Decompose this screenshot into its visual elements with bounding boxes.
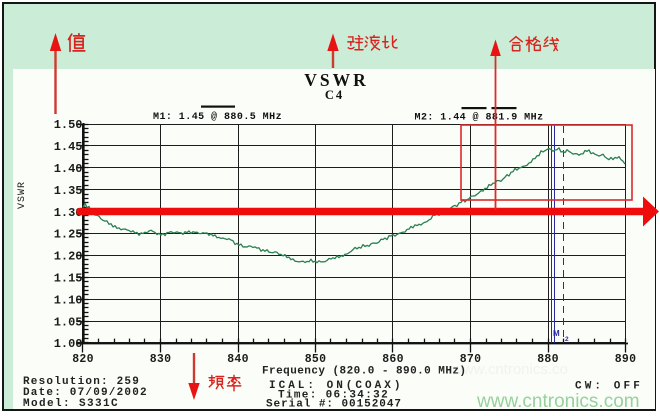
svg-text:820: 820 (72, 353, 94, 366)
svg-text:C4: C4 (325, 88, 344, 102)
svg-text:1.20: 1.20 (54, 250, 83, 264)
svg-text:1.05: 1.05 (54, 315, 83, 329)
svg-text:M: M (553, 329, 560, 338)
svg-text:890: 890 (615, 353, 637, 366)
svg-text:1.10: 1.10 (54, 293, 83, 307)
svg-text:VSWR: VSWR (17, 181, 28, 209)
svg-text:Date: 07/09/2002: Date: 07/09/2002 (23, 387, 148, 399)
svg-text:M1: 1.45 @ 880.5 MHz: M1: 1.45 @ 880.5 MHz (153, 111, 282, 123)
svg-text:1.25: 1.25 (54, 228, 83, 242)
svg-text:1.40: 1.40 (54, 162, 83, 176)
svg-text:Serial #: 00152047: Serial #: 00152047 (266, 399, 402, 411)
svg-text:850: 850 (305, 353, 327, 366)
svg-text:1.50: 1.50 (54, 118, 83, 132)
svg-text:VSWR: VSWR (304, 70, 369, 90)
svg-text:1.00: 1.00 (54, 337, 83, 351)
svg-text:1.30: 1.30 (54, 206, 83, 220)
svg-text:830: 830 (150, 353, 172, 366)
svg-text:ICAL: ON(COAX): ICAL: ON(COAX) (269, 380, 403, 392)
svg-text:1.35: 1.35 (54, 184, 83, 198)
svg-text:www.cntronics.co: www.cntronics.co (451, 361, 568, 378)
svg-text:Time: 06:34:32: Time: 06:34:32 (278, 390, 389, 402)
svg-text:M2: 1.44 @ 881.9 MHz: M2: 1.44 @ 881.9 MHz (415, 112, 544, 124)
svg-text:Resolution: 259: Resolution: 259 (23, 376, 140, 388)
svg-text:2: 2 (565, 336, 569, 343)
svg-text:www.cntronics.com: www.cntronics.com (476, 391, 640, 412)
svg-text:CW: OFF: CW: OFF (575, 381, 643, 393)
svg-text:880: 880 (537, 353, 559, 366)
svg-text:870: 870 (460, 353, 482, 366)
svg-text:1.15: 1.15 (54, 272, 83, 286)
svg-text:1.45: 1.45 (54, 140, 83, 154)
svg-text:840: 840 (227, 353, 249, 366)
svg-text:860: 860 (382, 353, 404, 366)
svg-text:Frequency (820.0 - 890.0 MHz): Frequency (820.0 - 890.0 MHz) (262, 366, 466, 378)
svg-text:Model: S331C: Model: S331C (23, 398, 119, 410)
